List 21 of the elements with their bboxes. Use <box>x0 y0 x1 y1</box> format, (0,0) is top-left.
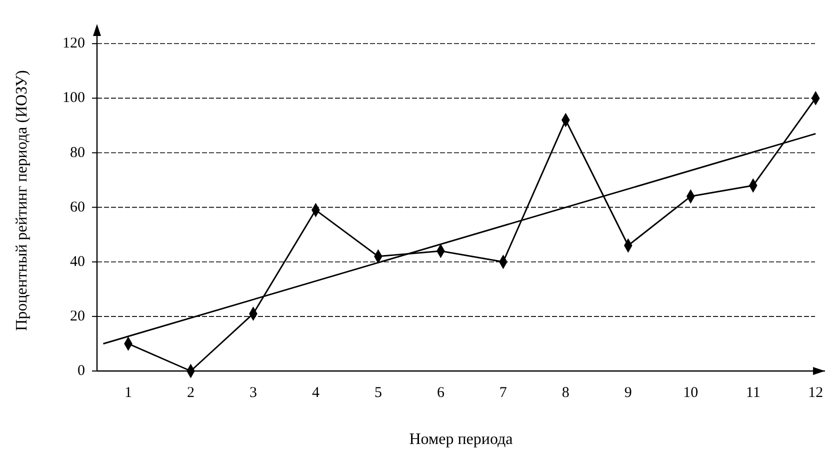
y-tick-label: 20 <box>70 308 85 324</box>
x-tick-label: 12 <box>808 385 824 401</box>
x-tick-label: 1 <box>124 385 132 401</box>
x-tick-label: 3 <box>249 385 257 401</box>
x-tick-label: 2 <box>186 385 194 401</box>
x-tick-label: 8 <box>562 385 570 401</box>
x-tick-label: 5 <box>374 385 382 401</box>
x-axis-title: Номер периода <box>409 431 513 448</box>
x-tick-label: 9 <box>624 385 632 401</box>
x-tick-label: 6 <box>436 385 445 401</box>
y-axis-title: Процентный рейтинг периода (ИОЗУ) <box>14 70 30 331</box>
x-tick-label: 10 <box>683 385 698 401</box>
x-tick-label: 4 <box>312 385 320 401</box>
x-tick-label: 11 <box>746 385 760 401</box>
y-tick-label: 80 <box>70 144 85 161</box>
y-tick-label: 40 <box>70 254 85 270</box>
y-tick-label: 0 <box>78 363 85 379</box>
y-tick-label: 60 <box>70 199 85 216</box>
y-tick-label: 120 <box>62 36 85 52</box>
y-tick-label: 100 <box>62 90 85 106</box>
x-tick-label: 7 <box>499 385 508 401</box>
